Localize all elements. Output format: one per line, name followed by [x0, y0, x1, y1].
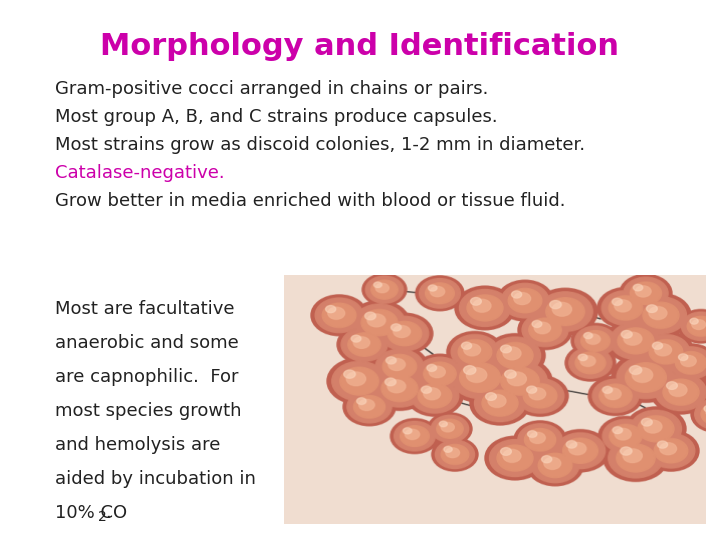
Text: and hemolysis are: and hemolysis are: [55, 436, 220, 454]
Text: 10% CO: 10% CO: [55, 504, 127, 522]
Text: Grow better in media enriched with blood or tissue fluid.: Grow better in media enriched with blood…: [55, 192, 565, 210]
Text: Most strains grow as discoid colonies, 1-2 mm in diameter.: Most strains grow as discoid colonies, 1…: [55, 136, 585, 154]
Text: 2: 2: [98, 510, 107, 524]
Text: Most group A, B, and C strains produce capsules.: Most group A, B, and C strains produce c…: [55, 108, 498, 126]
Text: Gram-positive cocci arranged in chains or pairs.: Gram-positive cocci arranged in chains o…: [55, 80, 488, 98]
Text: Morphology and Identification: Morphology and Identification: [101, 32, 619, 61]
Text: anaerobic and some: anaerobic and some: [55, 334, 239, 352]
Text: most species growth: most species growth: [55, 402, 241, 420]
Text: Catalase-negative.: Catalase-negative.: [55, 164, 225, 182]
Text: are capnophilic.  For: are capnophilic. For: [55, 368, 238, 386]
Text: Most are facultative: Most are facultative: [55, 300, 235, 318]
Text: aided by incubation in: aided by incubation in: [55, 470, 256, 488]
Text: .: .: [105, 504, 111, 522]
